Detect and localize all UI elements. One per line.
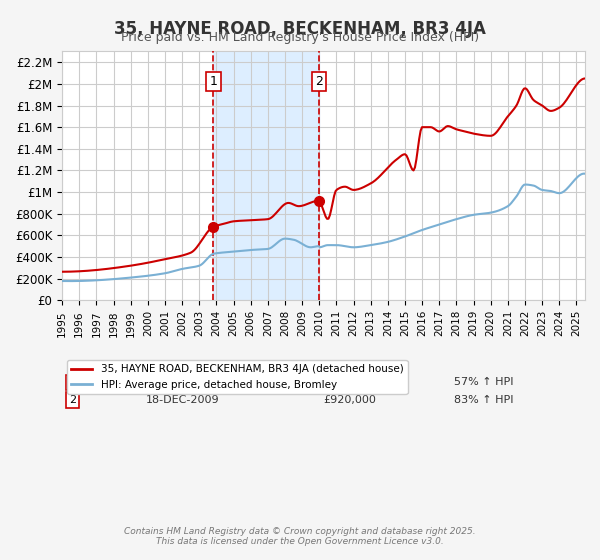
Legend: 35, HAYNE ROAD, BECKENHAM, BR3 4JA (detached house), HPI: Average price, detache: 35, HAYNE ROAD, BECKENHAM, BR3 4JA (deta…	[67, 360, 407, 394]
Text: 1: 1	[209, 75, 217, 88]
Text: 57% ↑ HPI: 57% ↑ HPI	[454, 377, 514, 388]
Text: Price paid vs. HM Land Registry's House Price Index (HPI): Price paid vs. HM Land Registry's House …	[121, 31, 479, 44]
Text: 18-DEC-2009: 18-DEC-2009	[146, 395, 220, 405]
Text: 35, HAYNE ROAD, BECKENHAM, BR3 4JA: 35, HAYNE ROAD, BECKENHAM, BR3 4JA	[114, 20, 486, 38]
Text: 2: 2	[314, 75, 323, 88]
Text: 2: 2	[69, 395, 76, 405]
Text: 1: 1	[69, 377, 76, 388]
Text: £920,000: £920,000	[323, 395, 376, 405]
Text: 83% ↑ HPI: 83% ↑ HPI	[454, 395, 514, 405]
Text: Contains HM Land Registry data © Crown copyright and database right 2025.
This d: Contains HM Land Registry data © Crown c…	[124, 526, 476, 546]
Text: 30-OCT-2003: 30-OCT-2003	[146, 377, 218, 388]
Text: £680,000: £680,000	[323, 377, 376, 388]
Bar	[214, 52, 319, 300]
